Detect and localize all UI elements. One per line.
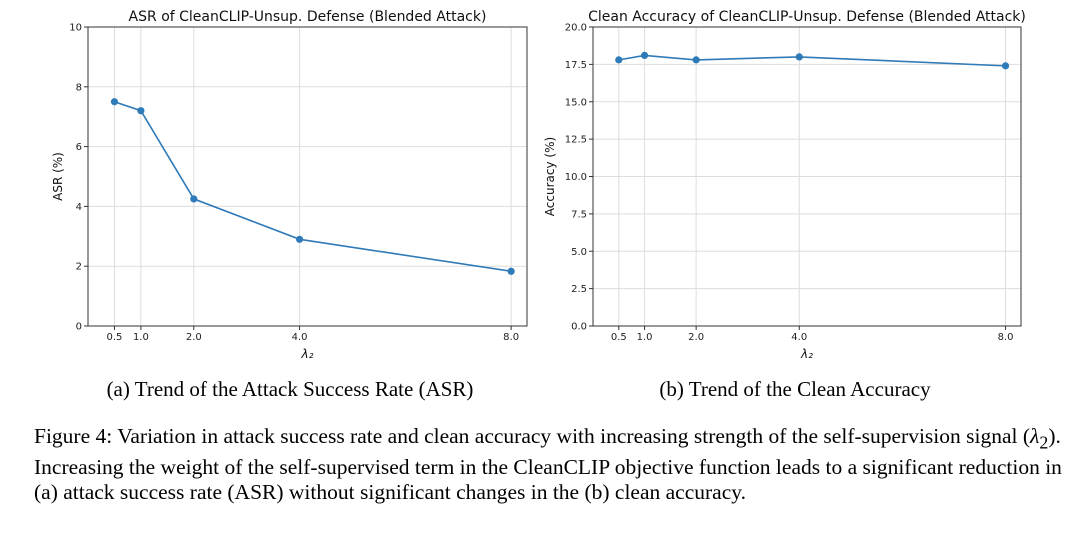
- caption-lambda-symbol: λ: [1030, 424, 1040, 448]
- y-tick-label: 6: [76, 142, 82, 153]
- data-point: [137, 107, 145, 115]
- y-axis-label: Accuracy (%): [543, 137, 557, 216]
- y-tick-label: 4: [76, 202, 82, 213]
- y-tick-label: 0.0: [571, 322, 587, 333]
- y-tick-label: 10.0: [565, 172, 587, 183]
- data-point: [110, 98, 119, 106]
- y-tick-label: 2.5: [571, 284, 587, 295]
- x-tick-label: 1.0: [637, 332, 653, 343]
- y-tick-label: 8: [76, 82, 82, 93]
- y-tick-label: 20.0: [565, 23, 587, 34]
- y-tick-label: 5.0: [571, 247, 587, 258]
- x-tick-label: 2.0: [688, 332, 704, 343]
- asr-chart: 0.5 1.0 2.0 4.0 8.0 0 2 4 6 8 10 ASR of CleanCLIP-U…: [51, 9, 528, 361]
- caption-label: Figure 4:: [34, 424, 113, 448]
- plot-frame: [87, 26, 528, 327]
- subcaption-a: (a) Trend of the Attack Success Rate (AS…: [106, 377, 474, 401]
- x-tick-label: 1.0: [133, 332, 149, 343]
- chart-title: Clean Accuracy of CleanCLIP-Unsup. Defen…: [588, 9, 1026, 25]
- caption-text-before: Variation in attack success rate and cle…: [112, 424, 1031, 448]
- x-tick-label: 2.0: [186, 332, 202, 343]
- x-axis-label: λ₂: [301, 347, 314, 361]
- y-tick-label: 17.5: [565, 60, 587, 71]
- data-point: [692, 56, 700, 64]
- subcaption-b: (b) Trend of the Clean Accuracy: [659, 377, 931, 401]
- y-tick-label: 2: [76, 262, 82, 273]
- x-axis-label: λ₂: [800, 347, 813, 361]
- y-tick-label: 15.0: [565, 97, 587, 108]
- y-tick-label: 10: [69, 23, 82, 34]
- data-point: [190, 195, 198, 203]
- data-point: [295, 235, 304, 243]
- caption-text-after: ). Increasing the weight of the self-sup…: [34, 424, 1062, 505]
- y-tick-label: 12.5: [565, 135, 587, 146]
- x-tick-label: 0.5: [611, 332, 627, 343]
- accuracy-chart: 0.5 1.0 2.0 4.0 8.0 0.0 2.5 5.0 7.5 10.0 12.5 15.0 1…: [543, 9, 1026, 361]
- x-tick-label: 4.0: [292, 332, 308, 343]
- y-axis-label: ASR (%): [51, 152, 65, 201]
- data-point: [615, 56, 623, 64]
- data-point: [795, 53, 803, 61]
- x-tick-label: 8.0: [503, 332, 519, 343]
- chart-title: ASR of CleanCLIP-Unsup. Defense (Blended…: [129, 9, 487, 25]
- y-tick-label: 7.5: [571, 209, 587, 220]
- data-point: [640, 51, 649, 60]
- data-point: [1001, 62, 1010, 70]
- x-tick-label: 8.0: [998, 332, 1014, 343]
- series-line: [114, 100, 512, 273]
- data-point: [507, 267, 515, 275]
- y-tick-label: 0: [76, 322, 82, 333]
- x-tick-label: 4.0: [791, 332, 807, 343]
- figure-caption: Figure 4: Variation in attack success ra…: [34, 424, 1064, 505]
- caption-lambda-subscript: 2: [1039, 432, 1049, 453]
- x-tick-label: 0.5: [106, 332, 122, 343]
